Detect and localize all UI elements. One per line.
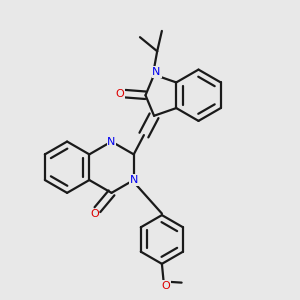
Text: O: O — [90, 209, 99, 219]
Text: N: N — [130, 175, 138, 185]
Text: O: O — [162, 281, 170, 291]
Text: N: N — [107, 136, 116, 147]
Text: N: N — [152, 67, 161, 77]
Text: O: O — [115, 89, 124, 99]
